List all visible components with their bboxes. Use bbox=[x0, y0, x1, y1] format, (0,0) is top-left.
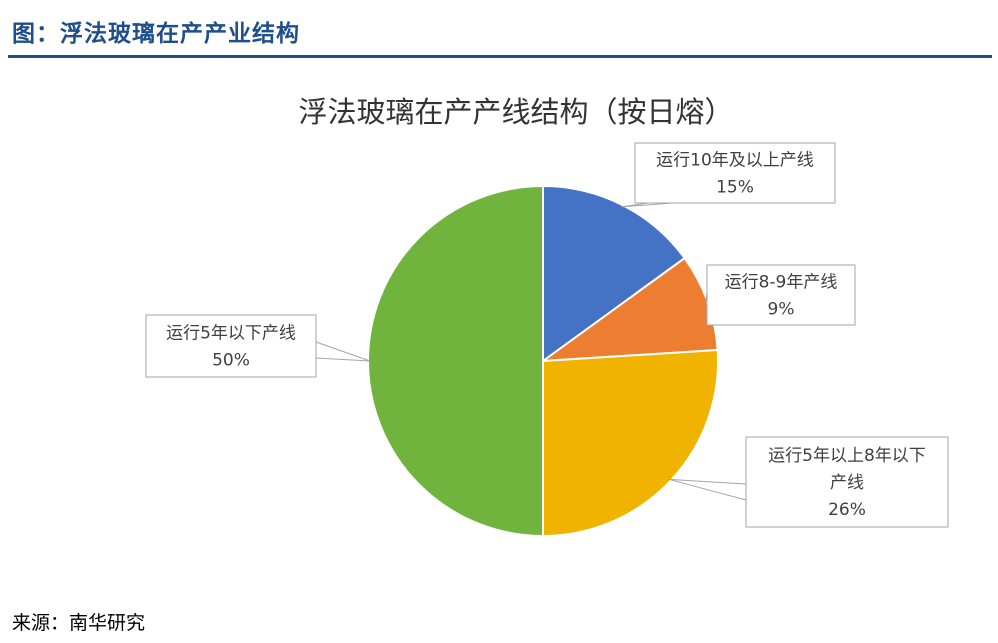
callout-pointer-2 bbox=[668, 478, 747, 501]
slice-category-label-3: 运行5年以下产线 bbox=[166, 324, 296, 344]
slice-value-label-2: 26% bbox=[828, 500, 866, 520]
pie-slice-2 bbox=[542, 348, 719, 538]
callout-box-1 bbox=[706, 264, 856, 326]
slice-category-label-0: 运行10年及以上产线 bbox=[656, 151, 814, 171]
pie-slices bbox=[367, 184, 719, 538]
slice-category-label-1: 运行8-9年产线 bbox=[725, 273, 838, 293]
callout-pointer-0 bbox=[621, 202, 673, 208]
header-divider bbox=[8, 55, 992, 58]
source-note: 来源：南华研究 bbox=[12, 612, 146, 634]
slice-category-label-2-part-0: 运行5年以上8年以下 bbox=[768, 446, 926, 466]
slice-value-label-1: 9% bbox=[768, 300, 795, 320]
page-header-title: 图：浮法玻璃在产产业结构 bbox=[12, 21, 300, 47]
slice-value-label-0: 15% bbox=[716, 178, 754, 198]
callout-box-3 bbox=[145, 314, 317, 378]
callout-pointer-3 bbox=[315, 341, 371, 362]
callout-box-2 bbox=[745, 436, 949, 528]
slice-value-label-3: 50% bbox=[212, 351, 250, 371]
pie-slice-3 bbox=[367, 184, 544, 538]
pie-slice-0 bbox=[542, 184, 686, 363]
chart-title: 浮法玻璃在产产线结构（按日熔） bbox=[298, 95, 733, 129]
slice-category-label-2-part-1: 产线 bbox=[830, 473, 864, 493]
callout-box-0 bbox=[634, 142, 836, 204]
